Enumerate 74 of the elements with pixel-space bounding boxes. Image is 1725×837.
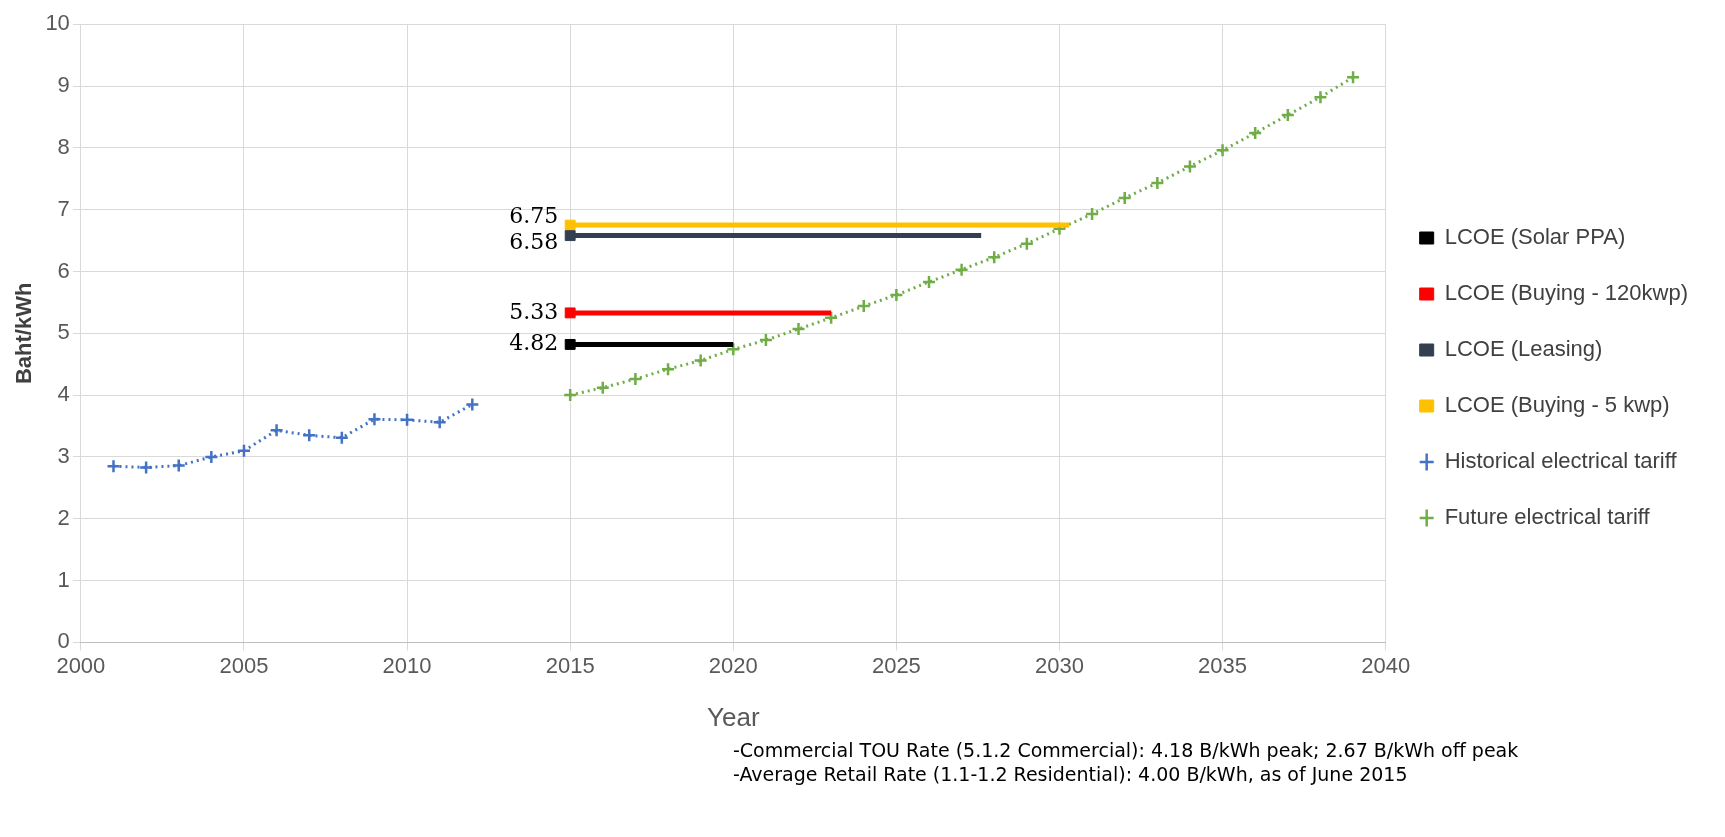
point: [171, 458, 186, 473]
point: [1345, 70, 1361, 85]
data-label: 4.82: [509, 330, 559, 356]
text: -Commercial TOU Rate (5.1.2 Commercial): 4.18 B/kWh peak; 2.67 B/kWh off peak: [733, 738, 1520, 762]
point: [564, 219, 576, 231]
legend-label: LCOE (Leasing): [1444, 336, 1603, 362]
y-tick-label: 10: [45, 10, 70, 36]
point: [628, 371, 643, 387]
x-tick-label: 2040: [1361, 652, 1411, 678]
point: [1313, 89, 1328, 105]
x-tick-label: 2035: [1198, 652, 1248, 678]
point: [921, 274, 937, 290]
point: [367, 411, 382, 427]
point: [1182, 159, 1198, 174]
x-tick-label: 2000: [56, 652, 106, 678]
y-tick-label: 6: [57, 257, 70, 283]
x-tick-label: 2005: [219, 652, 269, 678]
text: -Average Retail Rate (1.1-1.2 Residential): 4.00 B/kWh, as of June 2015: [733, 762, 1409, 786]
point: [889, 287, 904, 303]
point: [334, 430, 350, 446]
point: [1019, 236, 1035, 251]
y-tick-label: 2: [57, 504, 70, 530]
x-tick-label: 2030: [1035, 652, 1084, 678]
point: [856, 298, 872, 314]
y-axis-title: Baht/kWh: [11, 282, 37, 385]
point: [106, 458, 121, 474]
point: [1150, 175, 1165, 191]
y-tick-label: 3: [57, 443, 70, 468]
x-tick-label: 2010: [382, 652, 432, 678]
legend-label: LCOE (Buying - 120kwp): [1444, 280, 1689, 306]
point: [823, 310, 839, 326]
point: [693, 353, 708, 368]
point: [564, 307, 576, 319]
point: [726, 342, 741, 357]
point: [1215, 143, 1230, 158]
point: [986, 250, 1002, 265]
y-tick-label: 5: [57, 319, 70, 345]
legend-label: Historical electrical tariff: [1444, 448, 1678, 474]
point: [564, 230, 576, 242]
point: [1280, 107, 1296, 123]
y-tick-label: 7: [57, 195, 70, 221]
point: [301, 428, 317, 443]
y-tick-label: 9: [57, 72, 70, 98]
point: [204, 449, 219, 465]
point: [758, 332, 774, 348]
point: [138, 460, 154, 475]
data-label: 6.58: [509, 229, 559, 255]
y-tick-label: 8: [57, 133, 70, 159]
point: [432, 415, 447, 430]
legend-label: Future electrical tariff: [1444, 504, 1651, 530]
y-tick-label: 0: [57, 628, 70, 654]
point: [269, 423, 284, 438]
y-tick-label: 1: [57, 566, 70, 592]
point: [1247, 125, 1263, 141]
point: [564, 338, 576, 350]
point: [660, 361, 676, 377]
point: [236, 443, 252, 459]
x-tick-label: 2025: [871, 652, 921, 678]
data-label: 5.33: [509, 298, 559, 324]
point: [791, 321, 806, 337]
data-label: 6.75: [509, 203, 559, 229]
point: [465, 397, 480, 412]
point: [562, 387, 578, 403]
point: [1084, 206, 1100, 222]
x-tick-label: 2015: [545, 652, 595, 678]
point: [399, 412, 415, 428]
legend-label: LCOE (Buying - 5 kwp): [1444, 392, 1670, 418]
legend-label: LCOE (Solar PPA): [1444, 224, 1626, 250]
x-axis-title: Year: [707, 701, 760, 732]
point: [595, 380, 611, 395]
point: [1117, 190, 1132, 206]
y-tick-label: 4: [57, 381, 70, 407]
x-tick-label: 2020: [708, 652, 758, 678]
point: [954, 262, 969, 277]
